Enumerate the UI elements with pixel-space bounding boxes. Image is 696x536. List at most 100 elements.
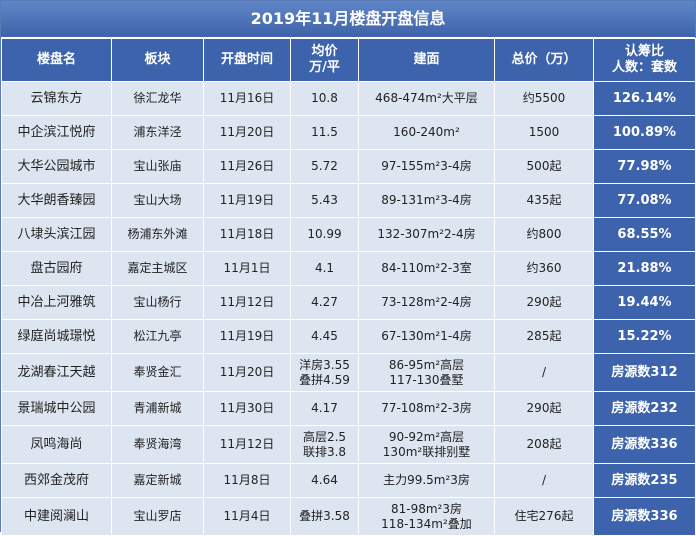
header-area: 板块 (111, 38, 204, 82)
cell-price: 4.1 (290, 251, 359, 286)
cell-date: 11月20日 (203, 115, 291, 150)
cell-floor: 77-108m²2-3房 (358, 391, 495, 426)
cell-name: 景瑞城中公园 (1, 391, 112, 426)
cell-date: 11月12日 (203, 285, 291, 320)
cell-price-line1: 4.1 (314, 261, 335, 275)
cell-date: 11月16日 (203, 81, 291, 116)
cell-date: 11月18日 (203, 217, 291, 252)
cell-price: 4.64 (290, 463, 359, 498)
cell-floor: 160-240m² (358, 115, 495, 150)
cell-area: 宝山张庙 (111, 149, 204, 184)
cell-price-line2: 联排3.8 (302, 444, 347, 459)
cell-ratio: 19.44% (593, 285, 696, 320)
cell-total: / (494, 463, 594, 498)
cell-floor-line1: 132-307m²2-4房 (377, 227, 476, 241)
cell-floor-line1: 89-131m²3-4房 (381, 193, 472, 207)
cell-area: 浦东洋泾 (111, 115, 204, 150)
cell-name: 中冶上河雅筑 (1, 285, 112, 320)
cell-price-line1: 10.99 (307, 227, 342, 241)
cell-price: 4.17 (290, 391, 359, 426)
cell-total: 290起 (494, 285, 594, 320)
cell-floor-line1: 77-108m²2-3房 (381, 401, 472, 415)
cell-date: 11月20日 (203, 353, 291, 392)
table-body: 云锦东方 徐汇龙华 11月16日 10.8 468-474m²大平层 约5500 126.1… (1, 81, 696, 536)
cell-floor: 132-307m²2-4房 (358, 217, 495, 252)
cell-price-line1: 5.72 (311, 159, 338, 173)
cell-floor: 90-92m²高层 130m²联排别墅 (358, 425, 495, 464)
cell-floor-line1: 86-95m²高层 (388, 357, 465, 372)
cell-floor: 97-155m²3-4房 (358, 149, 495, 184)
table-row: 绿庭尚城璟悦 松江九亭 11月19日 4.45 67-130m²1-4房 285起 15.2… (1, 319, 696, 354)
cell-ratio: 房源数312 (593, 353, 696, 392)
cell-name: 大华公园城市 (1, 149, 112, 184)
cell-floor-line2: 130m²联排别墅 (382, 444, 471, 459)
cell-floor-line2: 118-134m²叠加 (381, 516, 472, 531)
table-title: 2019年11月楼盘开盘信息 (1, 1, 695, 38)
cell-floor-line1: 73-128m²2-4房 (381, 295, 472, 309)
cell-date: 11月30日 (203, 391, 291, 426)
cell-price-line1: 4.17 (311, 401, 338, 415)
cell-name: 八埭头滨江园 (1, 217, 112, 252)
table-row: 大华朗香臻园 宝山大场 11月19日 5.43 89-131m²3-4房 435起 77.0… (1, 183, 696, 218)
cell-price: 4.27 (290, 285, 359, 320)
header-ratio-line2: 人数：套数 (611, 60, 677, 75)
cell-floor-line1: 主力99.5m²3房 (383, 473, 470, 487)
cell-floor-line1: 81-98m²3房 (390, 501, 462, 516)
cell-floor-line1: 468-474m²大平层 (375, 91, 478, 105)
header-price: 均价 万/平 (290, 38, 359, 82)
cell-area: 宝山罗店 (111, 497, 204, 536)
cell-ratio: 126.14% (593, 81, 696, 116)
cell-name: 大华朗香臻园 (1, 183, 112, 218)
cell-total: 290起 (494, 391, 594, 426)
table-row: 八埭头滨江园 杨浦东外滩 11月18日 10.99 132-307m²2-4房 约800 6… (1, 217, 696, 252)
cell-price-line1: 叠拼3.58 (299, 509, 350, 523)
cell-price: 5.72 (290, 149, 359, 184)
header-total: 总价（万） (494, 38, 594, 82)
cell-floor-line1: 90-92m²高层 (388, 429, 465, 444)
cell-ratio: 房源数336 (593, 497, 696, 536)
header-ratio: 认筹比 人数：套数 (593, 38, 696, 82)
cell-date: 11月1日 (203, 251, 291, 286)
cell-name: 盘古园府 (1, 251, 112, 286)
cell-area: 松江九亭 (111, 319, 204, 354)
cell-area: 青浦新城 (111, 391, 204, 426)
header-row: 楼盘名 板块 开盘时间 均价 万/平 建面 总价（万） 认筹比 人数：套数 (1, 38, 696, 82)
cell-total: 285起 (494, 319, 594, 354)
cell-area: 杨浦东外滩 (111, 217, 204, 252)
cell-ratio: 100.89% (593, 115, 696, 150)
cell-area: 嘉定新城 (111, 463, 204, 498)
table-row: 景瑞城中公园 青浦新城 11月30日 4.17 77-108m²2-3房 290起 房源数2… (1, 391, 696, 426)
cell-price: 11.5 (290, 115, 359, 150)
cell-price-line2: 叠拼4.59 (299, 372, 350, 387)
cell-ratio: 房源数235 (593, 463, 696, 498)
cell-floor: 89-131m²3-4房 (358, 183, 495, 218)
cell-total: 约360 (494, 251, 594, 286)
cell-price-line1: 4.27 (311, 295, 338, 309)
cell-ratio: 77.98% (593, 149, 696, 184)
cell-price-line1: 洋房3.55 (299, 357, 350, 372)
cell-price-line1: 4.64 (311, 473, 338, 487)
cell-floor-line2: 117-130叠墅 (389, 372, 464, 387)
header-price-line1: 均价 (311, 44, 338, 59)
cell-total: / (494, 353, 594, 392)
cell-name: 中建阅澜山 (1, 497, 112, 536)
cell-total: 约5500 (494, 81, 594, 116)
cell-area: 宝山大场 (111, 183, 204, 218)
cell-price-line1: 11.5 (311, 125, 338, 139)
table-row: 中企滨江悦府 浦东洋泾 11月20日 11.5 160-240m² 1500 100.89% (1, 115, 696, 150)
cell-name: 西郊金茂府 (1, 463, 112, 498)
cell-floor-line1: 160-240m² (393, 125, 460, 139)
cell-price: 5.43 (290, 183, 359, 218)
header-floor: 建面 (358, 38, 495, 82)
table-row: 凤鸣海尚 奉贤海湾 11月12日 高层2.5 联排3.8 90-92m²高层 130m²联排… (1, 425, 696, 464)
cell-price-line1: 4.45 (311, 329, 338, 343)
cell-total: 约800 (494, 217, 594, 252)
cell-name: 中企滨江悦府 (1, 115, 112, 150)
cell-total: 1500 (494, 115, 594, 150)
cell-ratio: 房源数336 (593, 425, 696, 464)
cell-name: 凤鸣海尚 (1, 425, 112, 464)
cell-total: 208起 (494, 425, 594, 464)
header-ratio-line1: 认筹比 (624, 44, 664, 59)
cell-date: 11月4日 (203, 497, 291, 536)
cell-name: 云锦东方 (1, 81, 112, 116)
